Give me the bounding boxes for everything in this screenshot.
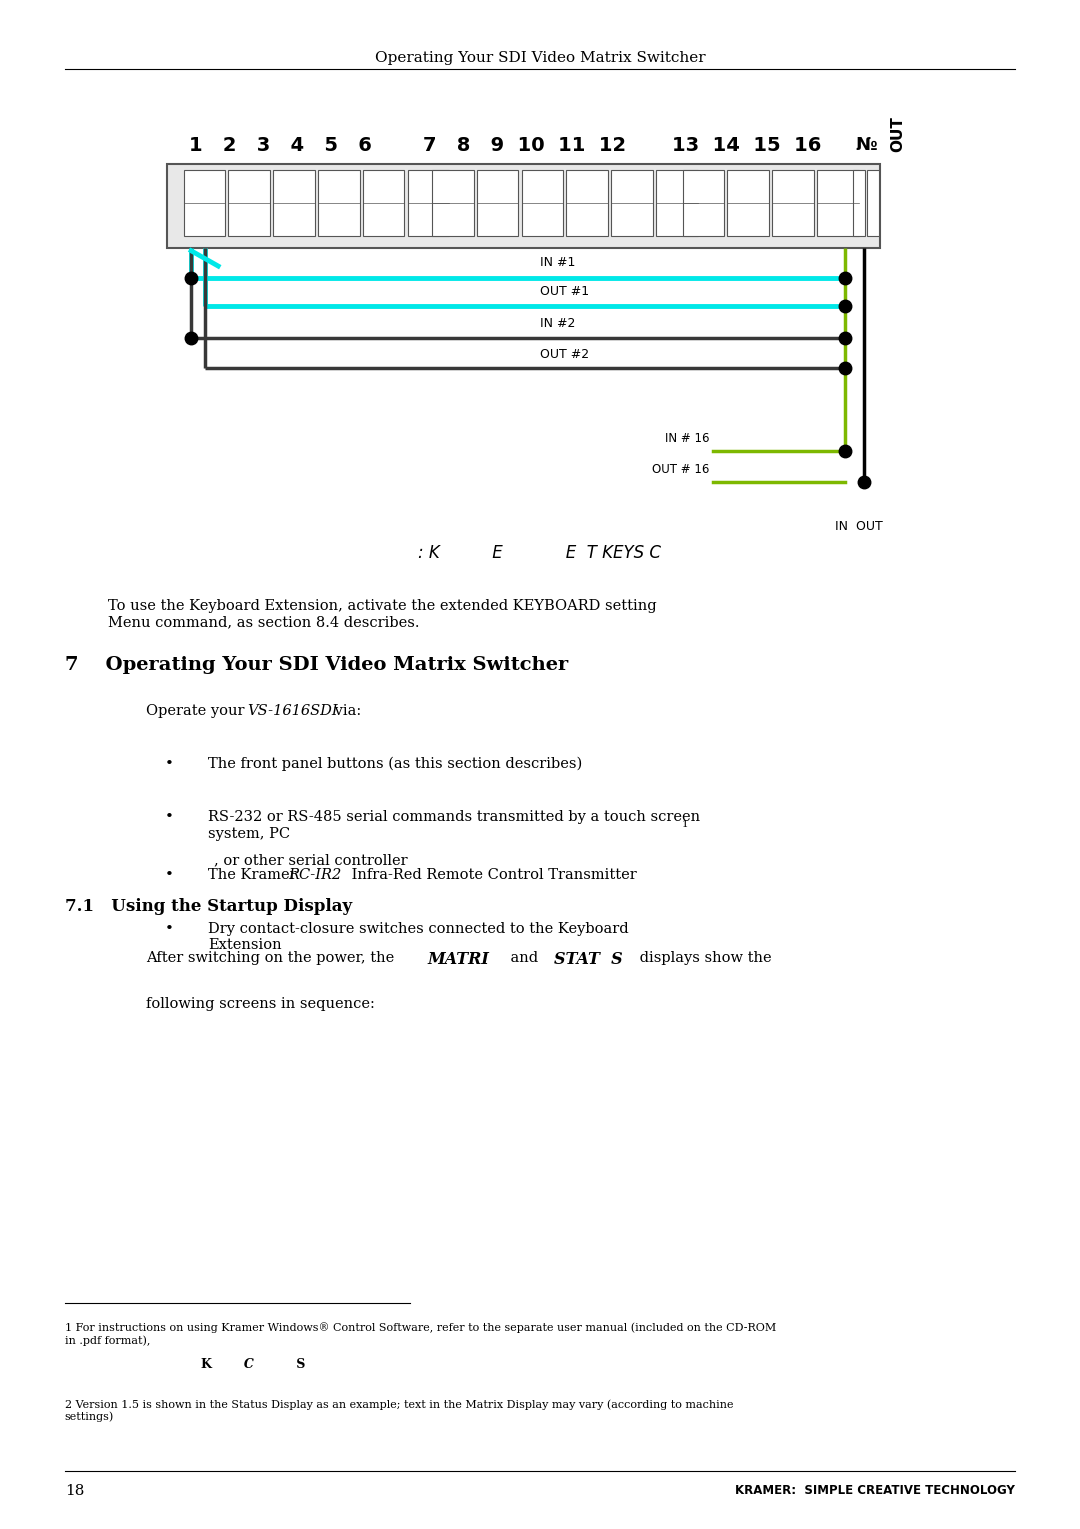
Bar [683,170,724,235]
Text: IN # 16: IN # 16 [665,431,710,445]
Text: RC-IR2: RC-IR2 [288,868,341,882]
Text: , or other serial controller: , or other serial controller [214,853,407,867]
Text: •: • [165,810,174,824]
Bar [657,170,698,235]
Text: The Kramer: The Kramer [208,868,301,882]
Bar [611,170,652,235]
Bar [273,170,315,235]
Text: Infra-Red Remote Control Transmitter: Infra-Red Remote Control Transmitter [347,868,636,882]
Bar [772,170,814,235]
Bar [522,170,564,235]
Text: K: K [201,1358,212,1372]
Text: 7.1   Using the Startup Display: 7.1 Using the Startup Display [65,898,352,916]
Text: 7    Operating Your SDI Video Matrix Switcher: 7 Operating Your SDI Video Matrix Switch… [65,656,568,674]
Text: 7   8   9  10  11  12: 7 8 9 10 11 12 [423,136,626,154]
Text: and: and [492,951,543,965]
Text: №: № [855,136,877,154]
Text: MATRI: MATRI [428,951,489,968]
Text: 1   2   3   4   5   6: 1 2 3 4 5 6 [189,136,372,154]
Text: following screens in sequence:: following screens in sequence: [146,997,375,1011]
Text: : K          E            E  T KEYS C: : K E E T KEYS C [419,544,661,563]
Text: Operate your: Operate your [146,703,248,719]
Text: STAT  S: STAT S [554,951,623,968]
Bar [728,170,769,235]
Text: S: S [270,1358,306,1372]
Bar [229,170,270,235]
Text: The front panel buttons (as this section describes): The front panel buttons (as this section… [208,757,583,771]
Text: KRAMER:  SIMPLE CREATIVE TECHNOLOGY: KRAMER: SIMPLE CREATIVE TECHNOLOGY [735,1485,1015,1497]
Text: IN #1: IN #1 [540,255,576,269]
Bar [184,170,226,235]
Text: 1 For instructions on using Kramer Windows® Control Software, refer to the separ: 1 For instructions on using Kramer Windo… [65,1323,777,1346]
Text: OUT # 16: OUT # 16 [652,462,710,476]
Bar [853,170,865,235]
Bar [566,170,608,235]
Text: VS-1616SDI: VS-1616SDI [247,703,338,719]
Text: After switching on the power, the: After switching on the power, the [146,951,399,965]
Text: •: • [165,757,174,771]
Bar [408,170,449,235]
Text: 13  14  15  16: 13 14 15 16 [672,136,821,154]
Bar [867,170,879,235]
Bar [432,170,473,235]
Text: C: C [222,1358,255,1372]
Text: RS-232 or RS-485 serial commands transmitted by a touch screen
system, PC: RS-232 or RS-485 serial commands transmi… [208,810,701,841]
Text: 1: 1 [681,820,688,829]
Text: Operating Your SDI Video Matrix Switcher: Operating Your SDI Video Matrix Switcher [375,50,705,66]
Text: OUT #2: OUT #2 [540,347,589,361]
Text: 18: 18 [65,1483,84,1498]
Text: OUT #1: OUT #1 [540,284,589,298]
Text: displays show the: displays show the [635,951,772,965]
Text: IN  OUT: IN OUT [835,520,882,534]
Bar [363,170,404,235]
Text: OUT: OUT [890,116,905,153]
Text: •: • [165,922,174,936]
Text: IN #2: IN #2 [540,317,576,330]
Text: •: • [165,868,174,882]
Bar [167,164,880,248]
Text: 2 Version 1.5 is shown in the Status Display as an example; text in the Matrix D: 2 Version 1.5 is shown in the Status Dis… [65,1399,733,1422]
Bar [319,170,360,235]
Text: via:: via: [330,703,362,719]
Text: Dry contact-closure switches connected to the Keyboard
Extension: Dry contact-closure switches connected t… [208,922,629,953]
Bar [477,170,518,235]
Text: To use the Keyboard Extension, activate the extended KEYBOARD setting
Menu comma: To use the Keyboard Extension, activate … [108,599,657,630]
Bar [818,170,859,235]
